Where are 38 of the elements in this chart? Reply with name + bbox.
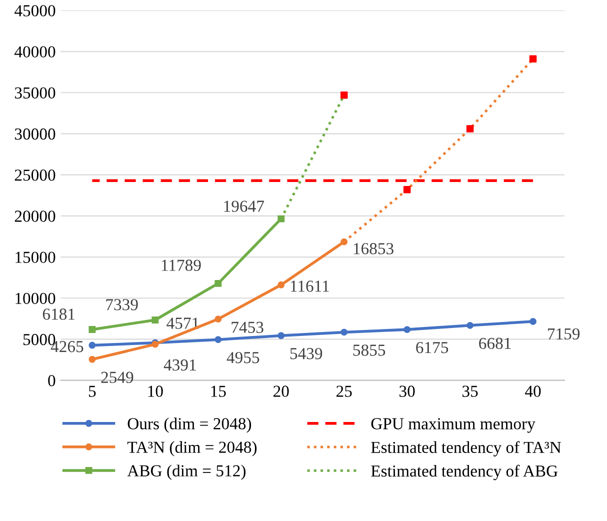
data-label: 2549 — [101, 372, 134, 383]
x-tick-label: 5 — [88, 386, 96, 397]
legend-label: Ours (dim = 2048) — [128, 418, 252, 433]
data-label: 7453 — [232, 322, 264, 333]
data-label: 6681 — [479, 338, 511, 350]
y-tick-label: 25000 — [14, 170, 56, 181]
legend-label: Estimated tendency of TA³N — [371, 441, 562, 456]
y-tick-label: 30000 — [14, 128, 56, 140]
data-label: 11611 — [290, 280, 329, 292]
y-tick-label: 45000 — [14, 5, 56, 16]
x-tick-label: 30 — [400, 386, 415, 397]
legend-label: GPU maximum memory — [371, 418, 536, 433]
data-label: 16853 — [354, 243, 394, 254]
y-tick-label: 35000 — [14, 87, 56, 99]
x-tick-label: 20 — [274, 386, 289, 397]
data-label: 6181 — [42, 308, 75, 320]
data-label: 11789 — [162, 260, 201, 271]
y-tick-label: 10000 — [16, 292, 56, 304]
x-tick-label: 40 — [525, 386, 541, 397]
data-label: 5439 — [290, 348, 322, 360]
data-label: 5855 — [353, 344, 386, 356]
legend-label: TA³N (dim = 2048) — [127, 441, 257, 456]
data-label: 7339 — [106, 299, 138, 310]
data-label: 19647 — [224, 200, 264, 212]
data-label: 4955 — [226, 352, 260, 364]
x-tick-label: 35 — [462, 386, 478, 397]
legend-label: Estimated tendency of ABG — [371, 464, 558, 480]
y-tick-label: 20000 — [14, 210, 56, 222]
y-tick-label: 0 — [48, 375, 56, 386]
legend-label: ABG (dim = 512) — [127, 464, 246, 480]
x-tick-label: 15 — [211, 386, 226, 397]
data-label: 7159 — [548, 328, 580, 340]
data-label: 4391 — [164, 359, 196, 371]
y-tick-label: 40000 — [14, 46, 56, 58]
data-label: 6175 — [416, 342, 448, 354]
y-tick-label: 15000 — [16, 252, 56, 263]
x-tick-label: 25 — [336, 386, 352, 397]
x-tick-label: 10 — [148, 386, 163, 397]
